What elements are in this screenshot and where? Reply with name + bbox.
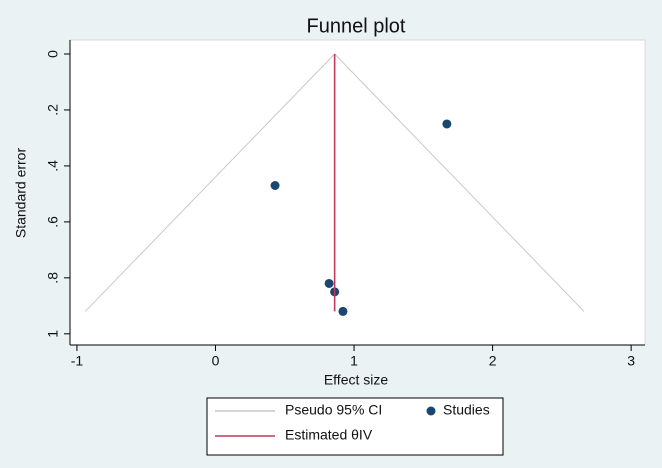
y-tick-label: 0 bbox=[45, 50, 61, 58]
legend-label: Studies bbox=[443, 402, 490, 418]
study-point bbox=[442, 119, 452, 129]
x-axis-label: Effect size bbox=[324, 372, 389, 388]
y-axis-label: Standard error bbox=[13, 148, 29, 239]
legend-label: Estimated θIV bbox=[285, 427, 373, 443]
y-tick-label: .6 bbox=[45, 216, 61, 228]
y-tick-label: .4 bbox=[45, 160, 61, 172]
study-point bbox=[324, 278, 334, 288]
study-point bbox=[338, 306, 348, 316]
y-tick-label: .8 bbox=[45, 272, 61, 284]
legend-label: Pseudo 95% CI bbox=[285, 402, 382, 418]
legend bbox=[206, 397, 504, 456]
study-point bbox=[270, 181, 280, 191]
series-line bbox=[84, 53, 585, 312]
legend-symbol bbox=[426, 406, 436, 416]
chart-title: Funnel plot bbox=[307, 15, 406, 37]
plot-area bbox=[69, 39, 646, 346]
y-tick-label: .2 bbox=[45, 104, 61, 116]
x-tick-label: 1 bbox=[350, 353, 358, 369]
x-tick-label: -1 bbox=[71, 353, 84, 369]
x-tick-label: 0 bbox=[212, 353, 220, 369]
y-tick-label: 1 bbox=[45, 330, 61, 338]
x-tick-label: 3 bbox=[627, 353, 635, 369]
x-tick-label: 2 bbox=[489, 353, 497, 369]
